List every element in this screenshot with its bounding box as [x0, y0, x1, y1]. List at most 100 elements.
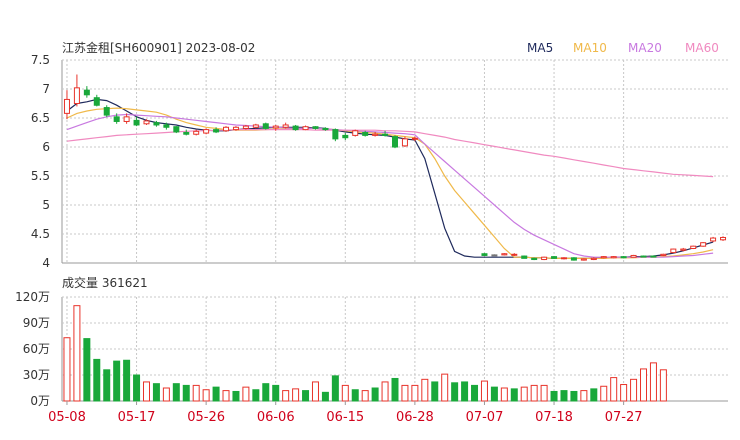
- candle-body: [580, 258, 587, 261]
- candle: [173, 126, 180, 134]
- candle-body: [670, 248, 677, 254]
- price-tick-label: 6.5: [31, 111, 50, 125]
- candle: [123, 113, 130, 124]
- candle-body: [640, 255, 647, 258]
- volume-bar: [620, 384, 628, 402]
- volume-bar: [292, 388, 300, 402]
- price-tick-label: 7.5: [31, 53, 50, 67]
- candle-body: [292, 125, 299, 131]
- candle: [183, 129, 190, 136]
- candle: [650, 255, 657, 258]
- candle: [282, 122, 289, 129]
- volume-bar: [610, 377, 618, 402]
- volume-bar: [490, 386, 498, 402]
- candle-body: [252, 124, 259, 128]
- volume-bar: [232, 390, 240, 402]
- volume-tick-label: 120万: [15, 290, 50, 304]
- date-tick-label: 07-18: [535, 410, 573, 425]
- candle-body: [133, 119, 140, 126]
- price-tick-label: 7: [42, 82, 50, 96]
- candle-body: [332, 129, 339, 140]
- date-x-axis: 05-08 05-17 05-26 06-06 06-15 06-28 07-07 07-18…: [48, 401, 643, 425]
- candle: [640, 255, 647, 258]
- candle-body: [312, 126, 319, 129]
- price-tick-label: 6: [42, 140, 50, 154]
- candle-body: [372, 133, 379, 136]
- candle: [660, 253, 667, 257]
- candle: [63, 90, 70, 120]
- volume-bar: [142, 381, 150, 402]
- volume-bar: [361, 390, 369, 402]
- date-tick-label: 05-26: [187, 410, 225, 425]
- volume-bar: [630, 378, 638, 402]
- candle-body: [630, 254, 637, 258]
- candle: [163, 122, 170, 130]
- candle: [213, 127, 220, 134]
- legend-ma60: MA60: [685, 41, 719, 55]
- candle-body: [650, 255, 657, 258]
- candle: [590, 257, 597, 261]
- volume-title: 成交量 361621: [62, 275, 148, 290]
- volume-bar: [272, 384, 280, 402]
- candle: [491, 254, 498, 257]
- volume-bar: [123, 359, 131, 402]
- candle-body: [93, 97, 100, 106]
- volume-bar: [93, 358, 101, 402]
- candle-body: [73, 87, 80, 104]
- candle: [411, 136, 418, 142]
- candle: [73, 74, 80, 107]
- candle: [93, 94, 100, 107]
- candle: [392, 135, 398, 149]
- candle: [232, 126, 239, 131]
- candle: [372, 131, 379, 137]
- date-tick-label: 05-08: [48, 410, 86, 425]
- candle: [153, 120, 160, 127]
- candle: [511, 253, 518, 257]
- price-tick-label: 5: [42, 198, 50, 212]
- volume-bar: [103, 369, 111, 402]
- candle: [720, 236, 727, 241]
- candle: [670, 248, 677, 254]
- candle: [570, 257, 577, 261]
- candle-body: [203, 129, 210, 134]
- candle: [620, 256, 627, 259]
- volume-bar: [212, 386, 220, 402]
- candle: [501, 253, 508, 256]
- candle: [272, 124, 279, 131]
- candlesticks: [63, 74, 727, 261]
- candle-body: [531, 257, 538, 261]
- candle: [203, 128, 210, 135]
- volume-tick-label: 90万: [23, 316, 50, 330]
- volume-tick-label: 30万: [23, 368, 50, 382]
- candle-body: [680, 248, 687, 251]
- candle-body: [720, 236, 727, 241]
- candle-body: [541, 256, 548, 261]
- volume-bar: [252, 389, 260, 402]
- price-tick-label: 4: [42, 256, 50, 270]
- candle-body: [570, 257, 577, 261]
- volume-bar: [152, 383, 160, 402]
- volume-bar: [63, 337, 71, 402]
- volume-bar: [331, 375, 339, 402]
- candle: [551, 256, 558, 259]
- volume-bar: [391, 377, 399, 402]
- candle-body: [660, 253, 667, 256]
- price-tick-label: 5.5: [31, 169, 50, 183]
- chart-title: 江苏金租[SH600901] 2023-08-02: [62, 40, 255, 55]
- ma5-line: [66, 98, 714, 259]
- candle-body: [392, 136, 398, 148]
- date-tick-label: 07-07: [466, 410, 504, 425]
- candle: [143, 119, 150, 125]
- volume-bar: [500, 387, 508, 402]
- candle: [531, 257, 538, 261]
- candle: [401, 136, 408, 147]
- candle-body: [600, 256, 607, 259]
- volume-bar: [113, 360, 121, 402]
- volume-bar: [560, 390, 568, 402]
- candle: [610, 256, 617, 259]
- candle: [352, 129, 359, 137]
- legend-ma10: MA10: [573, 41, 607, 55]
- candle-body: [382, 133, 389, 136]
- date-tick-label: 06-06: [257, 410, 295, 425]
- candle-body: [213, 129, 220, 133]
